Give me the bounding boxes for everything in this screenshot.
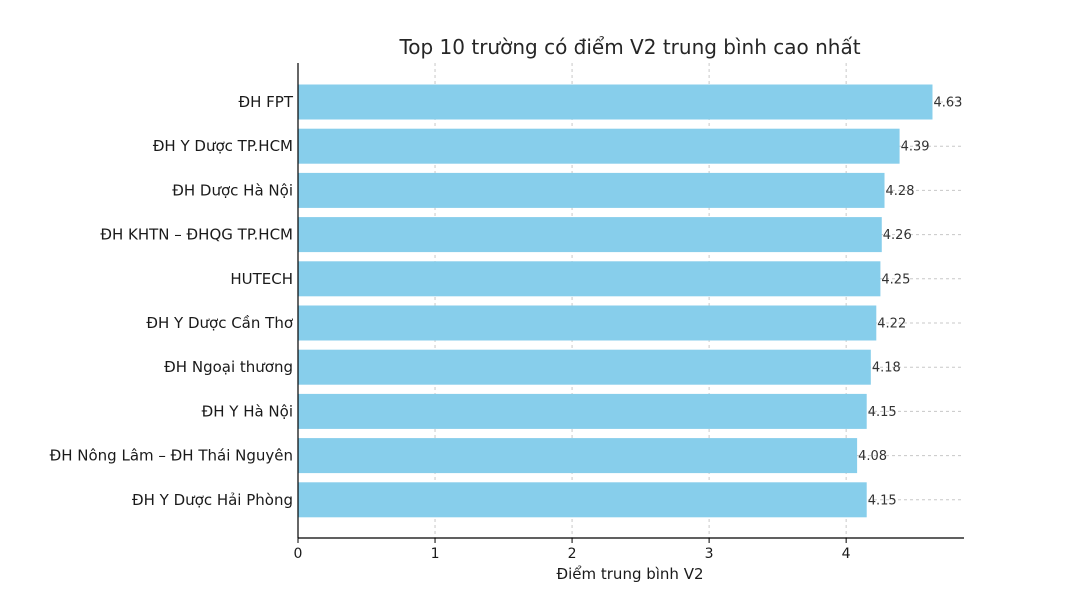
category-label: ĐH Y Dược Cần Thơ <box>146 314 293 332</box>
chart-title: Top 10 trường có điểm V2 trung bình cao … <box>398 35 860 59</box>
bar <box>298 438 858 474</box>
category-label: HUTECH <box>230 270 293 288</box>
category-label: ĐH Y Dược TP.HCM <box>153 137 293 155</box>
category-label: ĐH Ngoại thương <box>164 358 293 376</box>
x-axis-ticks: 0 1 2 3 4 <box>294 538 851 562</box>
x-tick-label: 4 <box>842 546 851 562</box>
value-labels: 4.63 4.39 4.28 4.26 4.25 4.22 4.18 4.15 4.08 4.15 <box>858 96 962 509</box>
category-label: ĐH Dược Hà Nội <box>172 181 293 199</box>
value-label: 4.39 <box>901 140 930 155</box>
category-label: ĐH Y Dược Hải Phòng <box>132 491 293 509</box>
x-tick-label: 1 <box>431 546 440 562</box>
value-label: 4.28 <box>886 184 915 199</box>
category-labels: ĐH FPT ĐH Y Dược TP.HCM ĐH Dược Hà Nội ĐH K… <box>50 93 294 509</box>
bar <box>298 261 881 297</box>
value-label: 4.22 <box>877 317 906 332</box>
value-label: 4.25 <box>881 272 910 287</box>
value-label: 4.08 <box>858 449 887 464</box>
value-label: 4.63 <box>933 96 962 111</box>
bar <box>298 128 900 164</box>
bar <box>298 482 867 518</box>
category-label: ĐH Nông Lâm – ĐH Thái Nguyên <box>50 447 293 465</box>
category-label: ĐH FPT <box>238 93 293 111</box>
bar <box>298 349 871 385</box>
bar <box>298 84 933 120</box>
category-label: ĐH KHTN – ĐHQG TP.HCM <box>100 226 293 244</box>
bar <box>298 217 882 253</box>
x-tick-label: 3 <box>705 546 714 562</box>
x-tick-label: 0 <box>294 546 303 562</box>
value-label: 4.15 <box>868 493 897 508</box>
bars <box>298 84 933 518</box>
value-label: 4.26 <box>883 228 912 243</box>
bar <box>298 172 885 208</box>
x-tick-label: 2 <box>568 546 577 562</box>
value-label: 4.18 <box>872 361 901 376</box>
bar <box>298 393 867 429</box>
bar <box>298 305 877 341</box>
value-label: 4.15 <box>868 405 897 420</box>
category-label: ĐH Y Hà Nội <box>202 402 293 420</box>
x-axis-title: Điểm trung bình V2 <box>556 565 703 583</box>
